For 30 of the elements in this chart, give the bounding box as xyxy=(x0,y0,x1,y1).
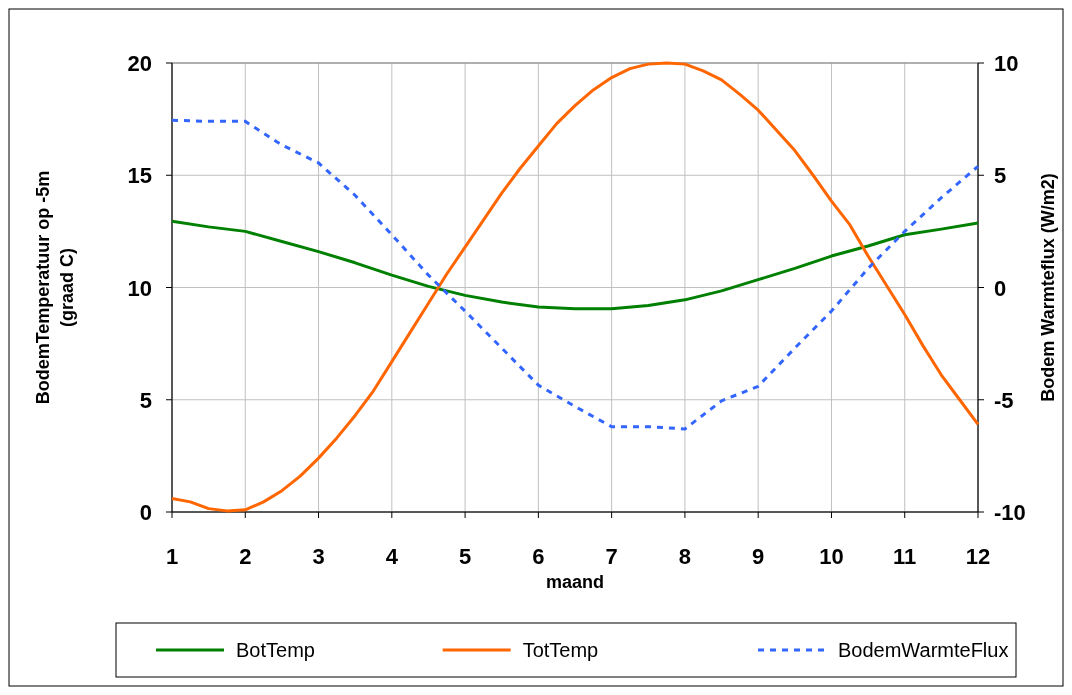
y2-tick-label: 5 xyxy=(994,163,1007,189)
y2-tick-label: 10 xyxy=(994,51,1019,76)
x-tick-label: 12 xyxy=(965,544,991,569)
y2-tick-label: -5 xyxy=(994,387,1014,413)
legend-label: TotTemp xyxy=(522,639,599,661)
x-tick-label: 10 xyxy=(819,544,844,569)
x-tick-label: 9 xyxy=(752,544,765,569)
y2-tick-label: -10 xyxy=(994,500,1026,525)
line-series xyxy=(170,219,980,311)
x-tick-label: 2 xyxy=(239,544,252,569)
x-tick-label: 7 xyxy=(605,544,618,569)
line-series xyxy=(170,118,980,431)
y-tick-label: 20 xyxy=(127,51,152,76)
x-axis-title: maand xyxy=(545,572,605,592)
y-tick-label: 15 xyxy=(127,163,152,189)
x-tick-label: 6 xyxy=(532,544,545,569)
y2-tick-label: 0 xyxy=(994,275,1007,301)
x-tick-label: 11 xyxy=(893,544,917,569)
legend-label: BodemWarmteFlux xyxy=(838,639,1009,661)
y-axis-title: BodemTemperatuur op -5m (graad C) xyxy=(33,170,77,405)
y-tick-label: 5 xyxy=(139,387,152,413)
y-tick-label: 10 xyxy=(127,275,152,301)
y-tick-label: 0 xyxy=(139,500,152,525)
x-tick-label: 5 xyxy=(458,544,472,569)
x-tick-label: 8 xyxy=(678,544,692,569)
x-tick-label: 4 xyxy=(385,544,399,569)
x-tick-label: 3 xyxy=(312,544,325,569)
legend-label: BotTemp xyxy=(236,639,315,661)
x-tick-label: 1 xyxy=(165,544,179,569)
y2-axis-title: Bodem Warmteflux (W/m2) xyxy=(1038,173,1058,402)
